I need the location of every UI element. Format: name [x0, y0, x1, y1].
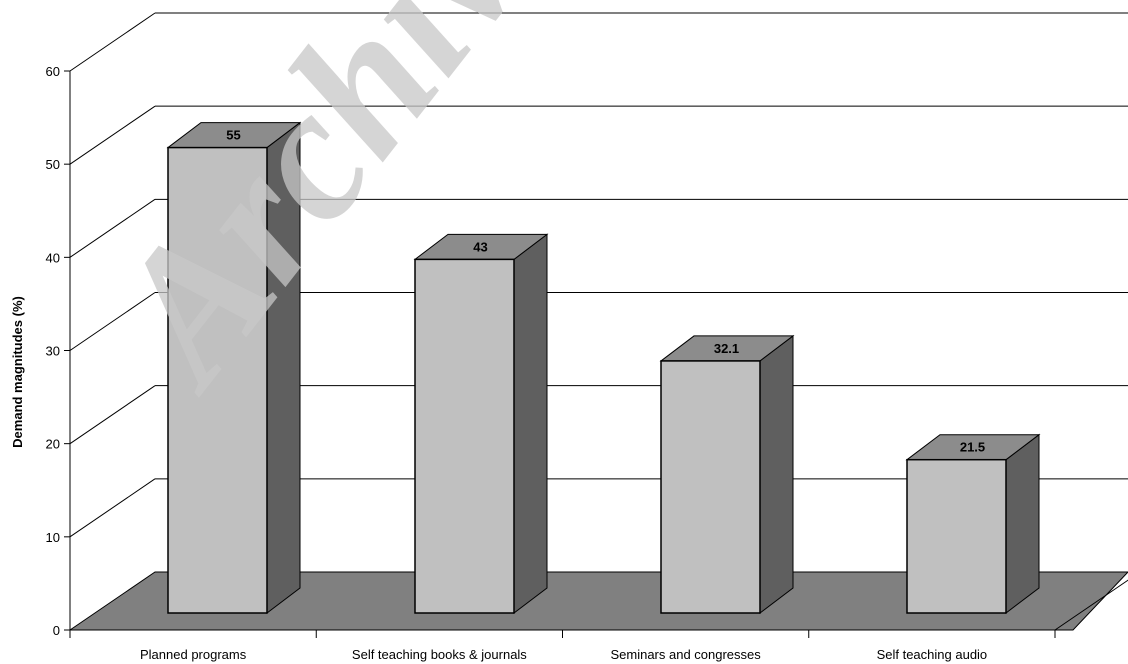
bar-value-label: 55	[226, 128, 240, 143]
bar	[660, 360, 761, 614]
x-tick-label: Self teaching books & journals	[352, 647, 527, 662]
bar-value-label: 21.5	[960, 440, 985, 455]
y-tick-label: 20	[46, 437, 60, 452]
gridline-diagonal	[69, 198, 156, 258]
gridlines	[69, 12, 1128, 538]
x-axis: Planned programs Self teaching books & jo…	[69, 629, 1056, 662]
bar	[414, 258, 515, 614]
y-axis-title: Demand magnitudes (%)	[10, 296, 25, 448]
y-tick-label: 40	[46, 250, 60, 265]
bar-value-label: 43	[473, 239, 487, 254]
bar	[906, 458, 1007, 614]
gridline-diagonal	[69, 292, 156, 351]
y-tick-label: 0	[53, 623, 60, 638]
bar-side	[1005, 433, 1040, 615]
bar-side	[759, 334, 794, 615]
floor-edge	[1054, 579, 1128, 631]
value-labels: 55 43 32.1 21.5	[226, 128, 985, 455]
gridline-diagonal	[69, 12, 156, 72]
x-tick-label: Planned programs	[140, 647, 247, 662]
x-tick-label: Seminars and congresses	[610, 647, 761, 662]
y-tick-label: 10	[46, 530, 60, 545]
y-tick-label: 50	[46, 157, 60, 172]
y-tick-label: 60	[46, 64, 60, 79]
bar	[167, 146, 268, 614]
bar-side	[513, 233, 548, 615]
bars	[166, 121, 1041, 615]
y-axis: 0 10 20 30 40 50 60	[46, 64, 71, 638]
y-tick-label: 30	[46, 344, 60, 359]
gridline-diagonal	[69, 385, 156, 445]
x-tick-label: Self teaching audio	[877, 647, 988, 662]
gridline-diagonal	[69, 478, 156, 538]
bar-value-label: 32.1	[714, 341, 739, 356]
gridline-diagonal	[69, 105, 156, 165]
